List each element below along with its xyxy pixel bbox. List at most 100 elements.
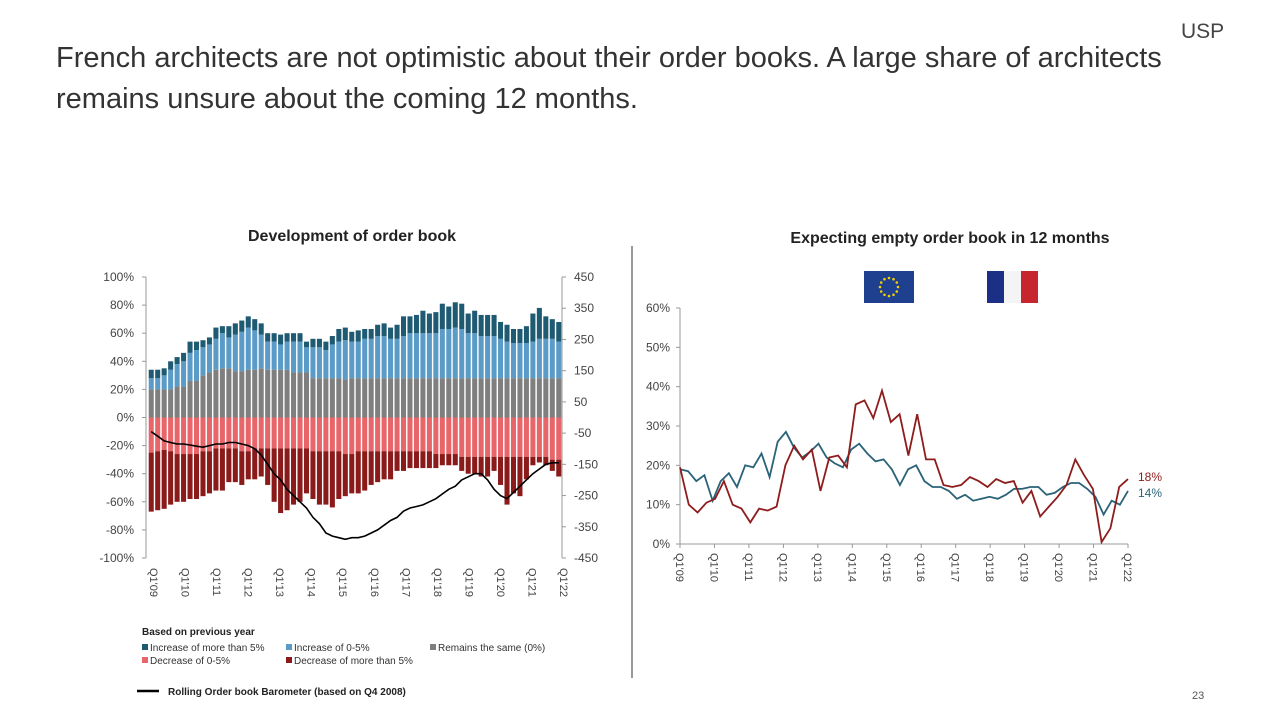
bar-increase-0-5	[265, 341, 271, 370]
logo-text: USP	[1181, 20, 1225, 43]
bar-increase-0-5	[200, 347, 206, 376]
bar-remains-same	[543, 378, 549, 418]
bar-increase-0-5	[472, 333, 478, 379]
bar-decrease-0-5	[543, 417, 549, 457]
bar-increase-0-5	[219, 333, 225, 369]
bar-increase-more-5	[413, 314, 419, 334]
bar-decrease-more-5	[368, 451, 374, 485]
bar-decrease-more-5	[452, 454, 458, 466]
bar-remains-same	[368, 378, 374, 418]
bar-decrease-0-5	[193, 417, 200, 455]
bar-increase-0-5	[213, 338, 219, 370]
bar-increase-more-5	[161, 368, 167, 376]
bar-remains-same	[232, 371, 238, 418]
bar-increase-0-5	[206, 344, 212, 373]
x-tick-label: Q1'14	[845, 553, 857, 582]
bar-increase-0-5	[355, 341, 361, 379]
bar-increase-more-5	[530, 313, 536, 342]
bar-increase-more-5	[252, 319, 258, 331]
bar-decrease-more-5	[472, 456, 478, 474]
x-tick-label: Q1'10	[179, 568, 191, 597]
bar-increase-more-5	[446, 306, 452, 329]
bar-increase-more-5	[323, 341, 329, 351]
bar-increase-more-5	[420, 310, 426, 334]
bar-decrease-more-5	[193, 454, 200, 499]
bar-decrease-more-5	[329, 451, 335, 508]
x-tick-label: Q1'22	[1121, 553, 1133, 582]
bar-increase-0-5	[420, 333, 426, 379]
barometer-line	[150, 430, 559, 541]
x-tick-label: Q1'13	[811, 553, 823, 582]
bar-increase-more-5	[388, 327, 394, 339]
bar-decrease-more-5	[362, 451, 368, 491]
bar-increase-more-5	[284, 333, 290, 342]
bar-increase-more-5	[258, 323, 264, 335]
bar-decrease-more-5	[271, 448, 277, 502]
bar-remains-same	[446, 378, 452, 418]
bar-decrease-0-5	[413, 417, 419, 452]
bar-decrease-more-5	[297, 448, 303, 502]
bar-decrease-more-5	[491, 456, 497, 471]
legend-swatch	[430, 644, 436, 650]
bar-decrease-0-5	[362, 417, 368, 452]
bar-increase-more-5	[517, 328, 523, 344]
bar-decrease-more-5	[530, 456, 536, 466]
bar-increase-more-5	[381, 323, 387, 337]
bar-decrease-0-5	[478, 417, 484, 457]
bar-decrease-more-5	[375, 451, 381, 483]
bar-increase-0-5	[161, 375, 167, 390]
y-tick-label: 60%	[110, 326, 134, 340]
bar-decrease-0-5	[394, 417, 400, 452]
bar-decrease-0-5	[465, 417, 471, 457]
bar-increase-0-5	[278, 344, 284, 370]
bar-increase-0-5	[297, 341, 303, 373]
bar-remains-same	[226, 368, 232, 418]
bar-increase-more-5	[426, 313, 432, 334]
bar-decrease-0-5	[349, 417, 355, 455]
bar-decrease-more-5	[536, 456, 542, 463]
bar-increase-0-5	[303, 347, 310, 373]
bar-increase-0-5	[407, 333, 413, 379]
bar-remains-same	[219, 368, 225, 418]
bar-increase-0-5	[155, 378, 161, 390]
bar-increase-0-5	[239, 331, 245, 372]
bar-increase-0-5	[232, 334, 238, 372]
bar-increase-more-5	[523, 326, 529, 344]
bar-decrease-0-5	[297, 417, 303, 449]
bar-decrease-0-5	[148, 417, 154, 453]
x-tick-label: Q1'19	[1018, 553, 1030, 582]
bar-increase-more-5	[219, 326, 225, 334]
bar-increase-0-5	[394, 338, 400, 379]
bar-decrease-0-5	[530, 417, 536, 457]
y-tick-label: -80%	[106, 523, 134, 537]
bar-increase-more-5	[187, 341, 193, 353]
y2-tick-label: 150	[574, 364, 594, 378]
eu-flag-star	[883, 293, 886, 297]
eu-flag-icon	[864, 271, 914, 303]
x-tick-label: Q1'14	[305, 568, 317, 597]
bar-decrease-more-5	[388, 451, 394, 480]
x-tick-label: Q1'20	[494, 568, 506, 597]
legend-label: Decrease of 0-5%	[150, 656, 230, 667]
bar-decrease-0-5	[459, 417, 465, 457]
bar-decrease-more-5	[459, 456, 465, 471]
x-tick-label: Q1'13	[273, 568, 285, 597]
legend-title: Based on previous year	[142, 627, 255, 638]
bar-increase-0-5	[543, 338, 549, 379]
bar-decrease-more-5	[478, 456, 484, 477]
bar-decrease-0-5	[485, 417, 491, 457]
bar-increase-more-5	[472, 310, 478, 334]
legend-swatch	[142, 657, 148, 663]
bar-increase-more-5	[394, 324, 400, 339]
bar-remains-same	[155, 389, 161, 418]
bar-decrease-more-5	[148, 452, 154, 512]
bar-remains-same	[316, 378, 322, 418]
bar-decrease-0-5	[271, 417, 277, 449]
bar-decrease-more-5	[426, 451, 432, 469]
bar-increase-more-5	[297, 333, 303, 342]
legend-line-label: Rolling Order book Barometer (based on Q…	[168, 687, 406, 698]
bar-remains-same	[258, 368, 264, 418]
legend-label: Increase of 0-5%	[294, 643, 370, 654]
bar-decrease-0-5	[420, 417, 426, 452]
